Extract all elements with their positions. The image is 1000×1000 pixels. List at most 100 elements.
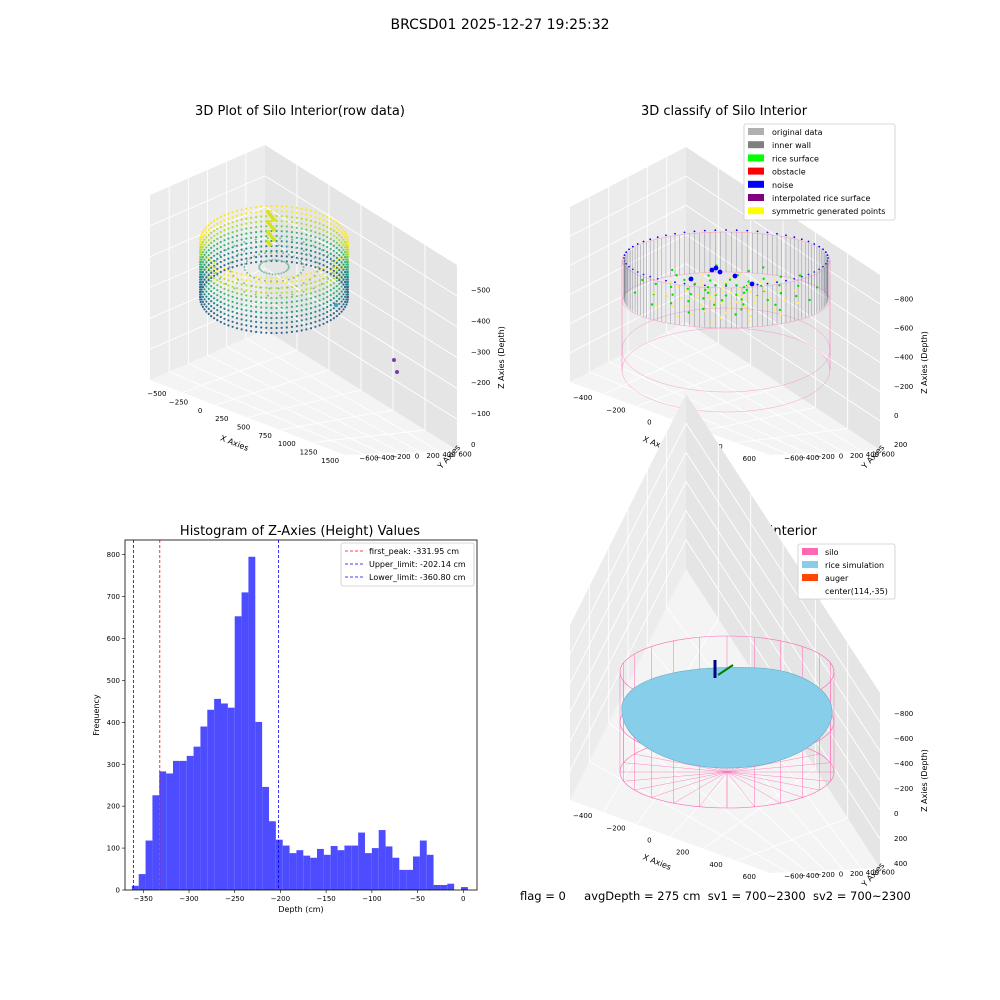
point <box>213 307 216 310</box>
point <box>260 235 263 238</box>
point <box>250 295 253 298</box>
point <box>342 283 345 286</box>
point <box>335 251 338 254</box>
point <box>245 299 248 302</box>
point <box>227 232 230 235</box>
plot1-x-tick: 1000 <box>278 440 296 448</box>
point <box>300 217 303 220</box>
plot1-z-label: Z Axies (Depth) <box>497 326 506 389</box>
point <box>309 327 313 330</box>
rice-surface-point <box>808 298 811 302</box>
point <box>322 312 325 315</box>
point <box>205 300 208 303</box>
point <box>272 227 276 232</box>
histogram-bar <box>227 707 235 890</box>
point <box>259 245 262 248</box>
point <box>316 261 319 264</box>
histogram-bar <box>173 760 180 890</box>
histogram-bar <box>186 755 194 890</box>
point <box>210 275 213 278</box>
point <box>290 251 293 254</box>
point <box>200 273 203 276</box>
point <box>335 285 338 288</box>
point <box>318 217 321 220</box>
point <box>219 310 222 314</box>
noise-point <box>735 229 738 232</box>
point <box>300 212 303 215</box>
point <box>329 252 332 255</box>
point <box>270 331 273 335</box>
point <box>207 229 210 232</box>
point <box>290 275 293 278</box>
point <box>309 272 313 275</box>
rice-surface-point <box>760 284 763 287</box>
point <box>344 300 347 303</box>
point <box>255 285 258 288</box>
point <box>305 253 308 256</box>
point <box>280 215 283 218</box>
point <box>231 211 234 214</box>
point <box>295 247 298 250</box>
noise-point <box>709 267 715 273</box>
point <box>305 318 308 321</box>
point <box>213 219 216 222</box>
point <box>201 251 204 254</box>
histogram-bar <box>378 830 386 890</box>
point <box>216 222 219 225</box>
point <box>255 261 258 264</box>
histogram-bar <box>330 845 338 890</box>
point <box>231 280 234 283</box>
point <box>342 263 345 266</box>
point <box>265 306 268 309</box>
point <box>322 224 325 227</box>
point <box>300 274 303 277</box>
point <box>300 247 303 250</box>
point <box>245 247 248 250</box>
point <box>207 224 210 227</box>
point <box>329 294 332 297</box>
point <box>240 243 243 246</box>
point <box>314 226 317 229</box>
histogram-bar <box>344 845 352 890</box>
point <box>275 296 278 300</box>
plot1-z-tick: −100 <box>471 410 490 418</box>
point <box>344 246 347 249</box>
point <box>314 325 317 328</box>
point <box>332 277 335 280</box>
symmetric-point <box>794 288 797 292</box>
point <box>346 263 349 266</box>
histogram-bar <box>159 771 167 890</box>
point <box>265 276 268 279</box>
point <box>270 276 273 280</box>
point <box>290 241 293 244</box>
point <box>302 249 305 252</box>
point <box>203 268 206 271</box>
point <box>260 255 263 258</box>
point <box>231 300 234 303</box>
point <box>255 290 258 293</box>
point <box>346 258 349 261</box>
symmetric-point <box>653 292 656 295</box>
point <box>322 254 325 257</box>
noise-point <box>822 248 824 251</box>
silo-wireframe <box>726 771 803 798</box>
point <box>340 305 343 308</box>
point <box>332 249 335 252</box>
point <box>260 230 263 233</box>
point <box>292 276 295 279</box>
point <box>346 278 349 281</box>
point <box>286 263 289 266</box>
point <box>329 284 332 287</box>
plot4-y-tick: 0 <box>839 871 843 879</box>
point <box>223 317 226 320</box>
point <box>219 255 222 259</box>
symmetric-point <box>686 304 689 307</box>
point <box>344 241 347 244</box>
point <box>280 240 283 243</box>
plot1-z-tick: −200 <box>471 379 490 387</box>
point <box>207 274 210 277</box>
point <box>250 226 253 229</box>
point <box>305 273 308 276</box>
point <box>344 236 347 239</box>
